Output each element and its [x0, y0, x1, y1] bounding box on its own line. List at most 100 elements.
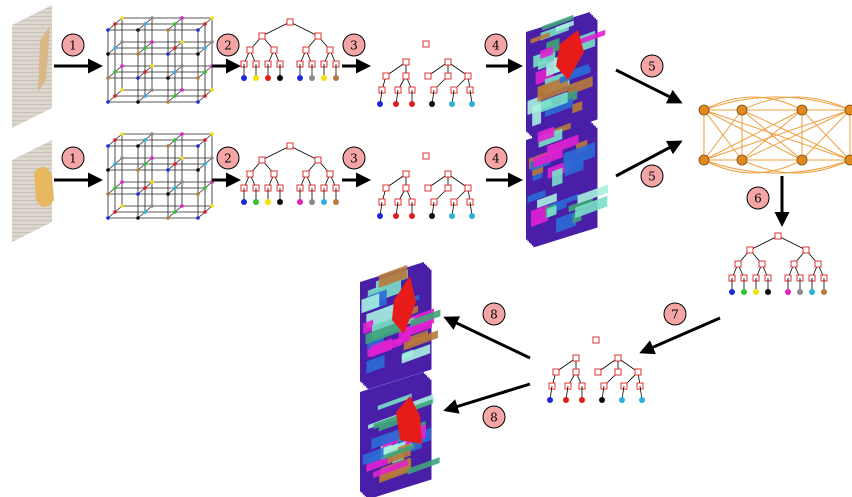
- tree-node: [286, 18, 294, 26]
- voxel-dot: [106, 52, 110, 56]
- tree-edge: [289, 145, 319, 161]
- voxel-dot: [173, 138, 177, 142]
- segment-patch: [537, 59, 547, 71]
- arrow-5a: [615, 68, 683, 104]
- tree-node: [614, 368, 622, 376]
- voxel-dot: [180, 156, 184, 160]
- voxel-dot: [150, 180, 154, 184]
- segment-patch: [532, 107, 542, 127]
- step-label-5b: 5: [640, 164, 664, 188]
- tree-node: [552, 368, 560, 376]
- voxel-dot: [113, 94, 117, 98]
- segment-patch: [538, 85, 550, 95]
- graph-edge: [741, 109, 851, 161]
- segment-patch: [572, 101, 583, 114]
- voxel-dot: [203, 70, 207, 74]
- segment-patch: [382, 443, 398, 458]
- segment-patch: [537, 193, 557, 209]
- tree-leaf: [321, 199, 327, 205]
- segment-red-region: [556, 30, 584, 80]
- graph-edge: [703, 96, 803, 111]
- voxel-dot: [210, 132, 214, 136]
- segment-patch: [568, 197, 593, 213]
- voxel-dot: [173, 94, 177, 98]
- segment-patch: [365, 321, 402, 345]
- tree-node: [444, 58, 452, 66]
- graph-node: [736, 104, 748, 116]
- arrow-8a: [443, 316, 531, 360]
- tree-node: [814, 260, 822, 268]
- fully-connected-graph: [698, 96, 852, 174]
- tree-node: [258, 156, 266, 164]
- voxel-dot: [113, 210, 117, 214]
- tree-node: [746, 246, 754, 254]
- tree-node: [382, 184, 390, 192]
- tree-leaf: [563, 397, 569, 403]
- segment-patch: [540, 46, 553, 60]
- graph-node: [736, 154, 748, 166]
- segment-patch: [378, 264, 408, 289]
- voxel-dot: [196, 168, 200, 172]
- voxel-dot: [166, 144, 170, 148]
- voxel-dot: [113, 70, 117, 74]
- svg-text:4: 4: [492, 152, 500, 166]
- graph-node: [698, 154, 710, 166]
- row-1-segmented-volume: [526, 12, 606, 140]
- segment-patch: [555, 211, 576, 233]
- tree-leaf: [265, 199, 271, 205]
- hand-shape-2: [34, 166, 54, 207]
- svg-text:5: 5: [648, 170, 656, 184]
- svg-text:1: 1: [69, 39, 77, 53]
- segment-patch: [575, 195, 608, 219]
- voxel-dot: [203, 210, 207, 214]
- segment-red-region: [392, 276, 416, 334]
- voxel-dot: [180, 16, 184, 20]
- voxel-dot: [120, 180, 124, 184]
- voxel-dot: [120, 40, 124, 44]
- voxel-dot: [180, 180, 184, 184]
- tree-node: [302, 170, 310, 178]
- tree-node: [422, 40, 430, 48]
- voxel-dot: [150, 204, 154, 208]
- segment-patch: [407, 457, 440, 475]
- tree-leaf: [241, 199, 247, 205]
- voxel-dot: [136, 28, 140, 32]
- voxel-dot: [106, 168, 110, 172]
- tree-leaf: [309, 199, 315, 205]
- tree-leaf: [765, 289, 771, 295]
- tree-leaf: [265, 75, 271, 81]
- voxel-dot: [106, 216, 110, 220]
- svg-text:5: 5: [648, 60, 656, 74]
- tree-leaf: [429, 101, 435, 107]
- voxel-dot: [120, 132, 124, 136]
- voxel-dot: [203, 94, 207, 98]
- voxel-dot: [136, 76, 140, 80]
- segment-patch: [366, 303, 396, 329]
- voxel-dot: [166, 192, 170, 196]
- tree-leaf: [409, 101, 415, 107]
- segment-patch: [370, 338, 393, 358]
- row-1-tree-b: [377, 40, 475, 107]
- voxel-dot: [166, 168, 170, 172]
- voxel-dot: [143, 210, 147, 214]
- step-label-6: 6: [746, 186, 770, 210]
- graph-node: [796, 104, 808, 116]
- tree-node: [422, 152, 430, 160]
- voxel-dot: [166, 100, 170, 104]
- tree-leaf: [753, 289, 759, 295]
- tree-leaf: [797, 289, 803, 295]
- voxel-dot: [150, 64, 154, 68]
- voxel-dot: [150, 88, 154, 92]
- tree-node: [614, 354, 622, 362]
- output-segmentation-1: [360, 262, 441, 390]
- voxel-dot: [173, 162, 177, 166]
- voxel-dot: [196, 28, 200, 32]
- tree-node: [734, 260, 742, 268]
- segment-patch: [361, 293, 380, 314]
- svg-text:8: 8: [490, 411, 498, 425]
- voxel-dot: [150, 16, 154, 20]
- tree-node: [402, 170, 410, 178]
- row-2-segmented-volume: [526, 120, 609, 248]
- voxel-dot: [136, 192, 140, 196]
- tree-leaf: [809, 289, 815, 295]
